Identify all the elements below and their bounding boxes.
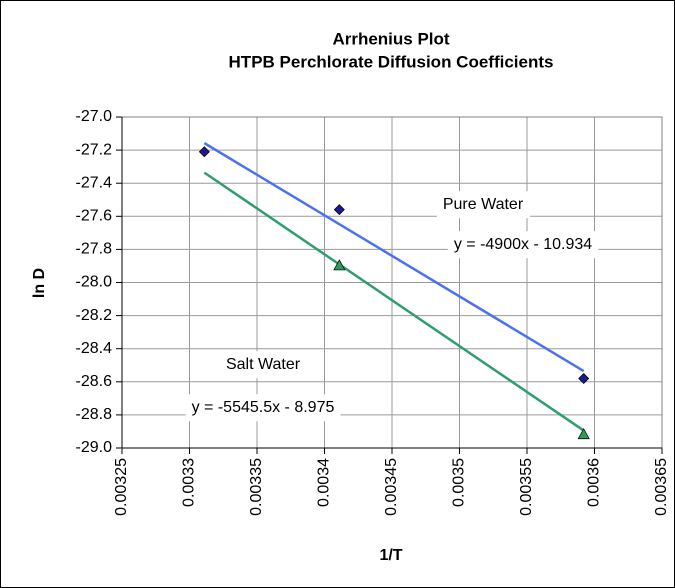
data-point <box>578 372 590 384</box>
chart-subtitle: HTPB Perchlorate Diffusion Coefficients <box>229 52 554 71</box>
y-tick-label: -27.2 <box>76 141 113 158</box>
x-tick-label: 0.00345 <box>383 458 400 516</box>
x-tick-label: 0.00325 <box>113 458 130 516</box>
label-background <box>219 351 307 379</box>
label-background <box>447 231 599 259</box>
data-point <box>198 146 210 158</box>
y-tick-label: -27.8 <box>76 241 113 258</box>
x-tick-label: 0.0036 <box>586 458 603 507</box>
y-tick-label: -28.4 <box>76 340 113 357</box>
series-label: Salt Water <box>226 356 301 373</box>
y-axis-title: ln D <box>31 268 48 298</box>
y-tick-label: -28.8 <box>76 406 113 423</box>
chart-title: Arrhenius Plot <box>332 29 449 48</box>
trendline-equation: y = -4900x - 10.934 <box>454 236 592 253</box>
x-tick-label: 0.00335 <box>248 458 265 516</box>
label-background <box>185 394 341 422</box>
y-tick-label: -28.0 <box>76 274 113 291</box>
x-axis-title: 1/T <box>379 547 402 564</box>
trendline <box>203 171 585 432</box>
y-tick-label: -29.0 <box>76 439 113 456</box>
trendline <box>203 142 585 373</box>
y-tick-label: -27.0 <box>76 108 113 125</box>
series-label: Pure Water <box>443 196 524 213</box>
x-tick-label: 0.0034 <box>316 458 333 507</box>
y-tick-label: -27.4 <box>76 174 113 191</box>
y-tick-label: -28.2 <box>76 307 113 324</box>
label-background <box>436 191 530 219</box>
x-tick-label: 0.00365 <box>653 458 670 516</box>
x-tick-label: 0.00355 <box>518 458 535 516</box>
trendline-equation: y = -5545.5x - 8.975 <box>192 399 335 416</box>
y-tick-label: -28.6 <box>76 373 113 390</box>
x-tick-label: 0.0033 <box>181 458 198 507</box>
data-point <box>333 204 345 216</box>
y-tick-label: -27.6 <box>76 208 113 225</box>
data-point <box>577 428 590 440</box>
x-tick-label: 0.0035 <box>451 458 468 507</box>
data-point <box>333 259 346 271</box>
